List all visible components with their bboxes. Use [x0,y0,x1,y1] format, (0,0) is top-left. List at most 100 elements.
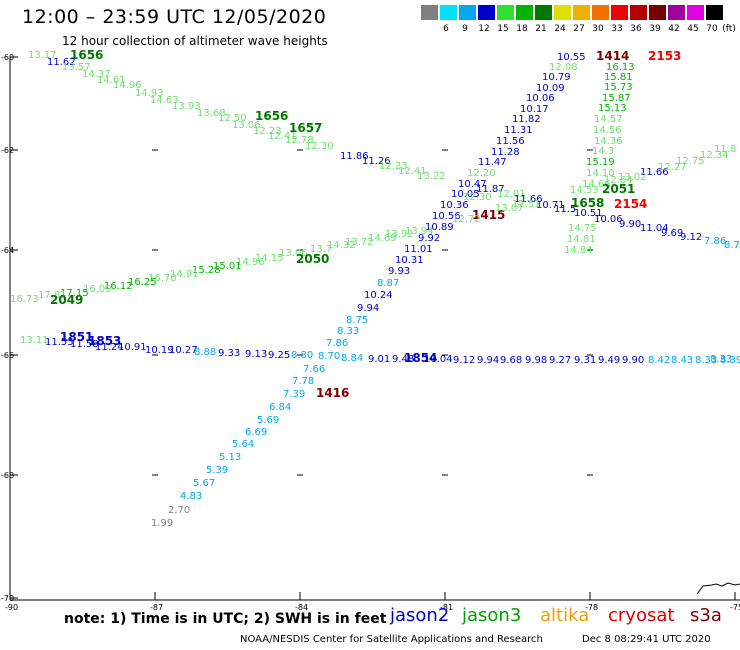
wave-height-value: 10.71 [536,200,565,211]
wave-height-value: 7.66 [303,364,325,375]
scale-label: 18 [516,24,528,34]
pass-time-label: 2050 [296,252,329,266]
wave-height-value: 10.05 [451,189,480,200]
scale-label: 30 [592,24,604,34]
wave-height-value: 10.31 [395,255,424,266]
wave-height-value: 8.84 [341,353,363,364]
wave-height-value: 8.33 [710,354,732,365]
wave-height-value: 8.7 [724,240,740,251]
wave-height-value: 12.30 [305,141,334,152]
satellite-cryosat: cryosat [608,605,675,626]
wave-height-value: 12.64 [604,175,633,186]
wave-height-value: 12.23 [253,126,282,137]
scale-swatch [516,5,533,20]
wave-height-value: 9.01 [368,354,390,365]
wave-height-value: 15.87 [602,93,631,104]
lon-tick-label: -84 [295,603,308,612]
wave-height-value: 13.22 [417,171,446,182]
page-subtitle: 12 hour collection of altimeter wave hei… [62,34,328,48]
satellite-jason2: jason2 [390,605,450,626]
wave-height-value: 9.12 [680,232,702,243]
scale-swatch [554,5,571,20]
wave-height-value: 5.69 [257,415,279,426]
wave-height-value: 14.91 [170,269,199,280]
wave-height-value: 13.07 [495,203,524,214]
wave-height-value: 13.72 [345,237,374,248]
wave-height-value: 10.56 [432,211,461,222]
wave-height-value: 16.12 [104,281,133,292]
wave-height-value: 10.89 [425,222,454,233]
scale-label: 42 [668,24,680,34]
wave-height-value: 14.93 [135,88,164,99]
wave-height-value: 13.06 [232,120,261,131]
pass-time-label: 1658 [571,196,604,210]
wave-height-value: 14.96 [113,80,142,91]
wave-height-value: 10.06 [526,93,555,104]
wave-height-value: 10.04 [424,354,453,365]
wave-height-value: 13.7 [310,244,332,255]
scale-label: 27 [573,24,585,34]
wave-height-value: 12.27 [658,162,687,173]
scale-swatch [440,5,457,20]
pass-time-label: 1657 [289,121,322,135]
lon-tick-label: -81 [440,603,453,612]
pass-time-label: 1854 [404,351,437,365]
lat-tick-label: -62 [1,146,14,155]
coastline [696,582,740,595]
wave-height-value: 7.86 [326,338,348,349]
wave-height-value: 11.47 [478,157,507,168]
wave-height-value: 12.51 [512,199,541,210]
wave-height-value: 9.90 [622,355,644,366]
wave-height-value: 16.09 [83,284,112,295]
wave-height-value: 8.39 [720,355,740,366]
wave-height-value: 14.3 [592,146,614,157]
wave-height-value: 14.36 [594,136,623,147]
wave-height-value: 9.12 [453,355,475,366]
wave-height-value: 10.06 [594,214,623,225]
wave-height-value: 13.92 [385,229,414,240]
wave-height-value: 5.67 [193,478,215,489]
wave-height-value: 15.19 [586,157,615,168]
wave-height-value: 17.15 [60,288,89,299]
wave-height-value: 12.72 [452,214,481,225]
wave-height-value: 10.19 [145,345,174,356]
wave-height-value: 13.68 [197,108,226,119]
wave-height-value: 11.5 [554,204,576,215]
wave-height-value: 11.62 [47,57,76,68]
lon-tick-label: -90 [5,603,18,612]
wave-height-value: 14.15 [255,253,284,264]
wave-height-value: 8.75 [346,315,368,326]
scale-swatch [687,5,704,20]
wave-height-value: 15.73 [604,82,633,93]
wave-height-value: 11.56 [496,136,525,147]
wave-height-value: 9.31 [574,355,596,366]
wave-height-value: 15.81 [604,72,633,83]
lat-tick-label: -64 [1,246,14,255]
scale-label: 9 [462,24,468,34]
wave-height-value: 12.08 [549,62,578,73]
lon-tick-label: -75 [730,603,740,612]
wave-height-value: 9.92 [418,233,440,244]
wave-height-value: 15.01 [213,261,242,272]
wave-height-value: 12.41 [268,131,297,142]
satellite-altika: altika [540,605,590,626]
wave-height-value: 11.8 [714,144,736,155]
scale-label: 36 [630,24,642,34]
wave-height-value: 4.83 [180,491,202,502]
lon-tick-label: -87 [150,603,163,612]
scale-label: 12 [478,24,490,34]
wave-height-value: 7.86 [704,236,726,247]
wave-height-value: 13.02 [618,172,647,183]
wave-height-value: 11.82 [512,114,541,125]
scale-swatch [649,5,666,20]
wave-height-value: 13.94 [405,226,434,237]
wave-height-value: 13.11 [20,335,49,346]
wave-height-value: 12.75 [676,156,705,167]
wave-height-value: 12.50 [218,113,247,124]
page-title: 12:00 – 23:59 UTC 12/05/2020 [22,6,327,28]
scale-label: 33 [611,24,623,34]
wave-height-value: 9.13 [245,349,267,360]
wave-height-value: 14.81 [567,234,596,245]
wave-height-value: 16.70 [148,273,177,284]
